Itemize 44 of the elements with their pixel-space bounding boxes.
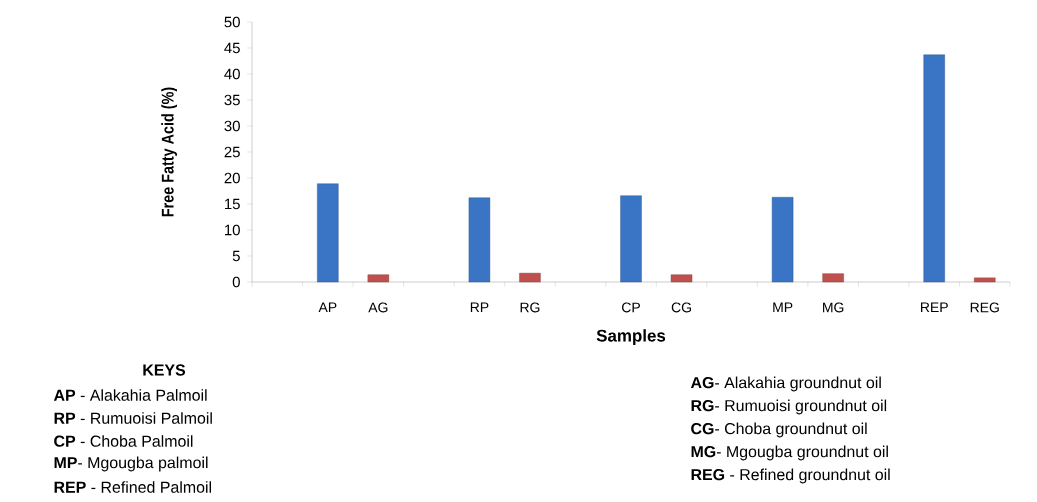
x-tick-label: CP [622,302,640,313]
text: REP - Refined Palmoil [54,481,211,493]
x-tick-label: REP [921,302,948,313]
y-tick-label: 35 [224,94,240,106]
text: MP- Mgougba palmoil [54,456,208,472]
x-tick-label: AG [368,302,388,313]
x-tick-label: RG [520,302,540,313]
y-tick-label: 50 [224,16,240,28]
y-tick-label: 10 [225,224,240,236]
text: CG- Choba groundnut oil [691,422,867,438]
x-axis-title: Samples [596,329,666,346]
y-tick-label: 45 [224,42,240,54]
bar [822,273,844,283]
y-tick-label: 15 [225,198,240,210]
bar [367,274,390,283]
bar [317,183,339,283]
text: MG- Mgougba groundnut oil [691,445,888,461]
text: REG - Refined groundnut oil [691,468,890,484]
text: AG- Alakahia groundnut oil [690,376,881,392]
y-tick-label: 5 [232,250,240,262]
y-tick-label: 40 [224,68,240,80]
x-tick-label: REG [970,302,999,313]
text: KEYS [143,364,186,376]
x-tick-label: MP [773,302,793,313]
text: CP - Choba Palmoil [54,435,193,447]
x-tick-label: MG [823,302,844,313]
bar [923,54,945,283]
x-tick-label: CG [671,302,691,313]
y-tick-label: 20 [224,172,240,184]
bar [519,272,541,283]
bar [771,197,794,283]
y-tick-label: 25 [224,146,240,158]
bar [468,197,491,283]
x-tick-label: AP [318,302,337,313]
text: RG- Rumuoisi groundnut oil [691,399,887,415]
y-axis-title: Free Fatty Acid (%) [161,87,178,217]
bar [620,195,642,283]
text: RP - Rumuoisi Palmoil [54,412,212,424]
y-tick-label: 30 [224,120,240,132]
text: AP - Alakahia Palmoil [53,389,207,401]
bar [670,274,693,283]
x-tick-label: RP [470,302,489,313]
bar [974,277,996,283]
y-tick-label: 0 [232,276,240,288]
